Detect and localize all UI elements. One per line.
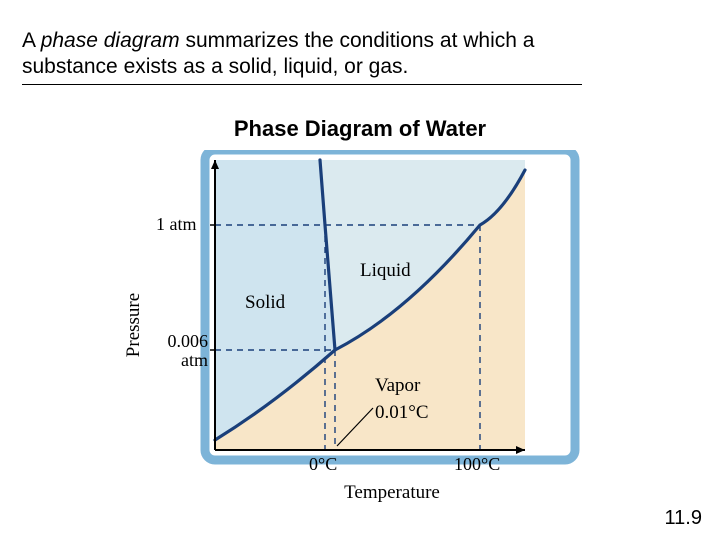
diagram-title: Phase Diagram of Water bbox=[0, 116, 720, 142]
region-vapor-label: Vapor bbox=[375, 375, 420, 397]
region-liquid-label: Liquid bbox=[360, 260, 411, 282]
y-axis-label: Pressure bbox=[123, 293, 145, 357]
region-solid-label: Solid bbox=[245, 292, 285, 314]
intro-prefix: A bbox=[22, 29, 41, 52]
triple-point-label: 0.01°C bbox=[375, 402, 429, 424]
x-axis-label: Temperature bbox=[344, 482, 440, 504]
page-number: 11.9 bbox=[665, 507, 702, 530]
intro-text: A phase diagram summarizes the condition… bbox=[22, 28, 582, 85]
phase-diagram: Pressure Temperature 1 atm 0.006 atm 0°C… bbox=[150, 150, 590, 500]
ytick-1atm: 1 atm bbox=[156, 214, 197, 235]
xtick-100c: 100°C bbox=[454, 454, 500, 475]
xtick-0c: 0°C bbox=[309, 454, 337, 475]
intro-emphasis: phase diagram bbox=[41, 29, 180, 52]
ytick-0006atm: 0.006 atm bbox=[156, 332, 208, 370]
phase-diagram-svg bbox=[150, 150, 590, 500]
